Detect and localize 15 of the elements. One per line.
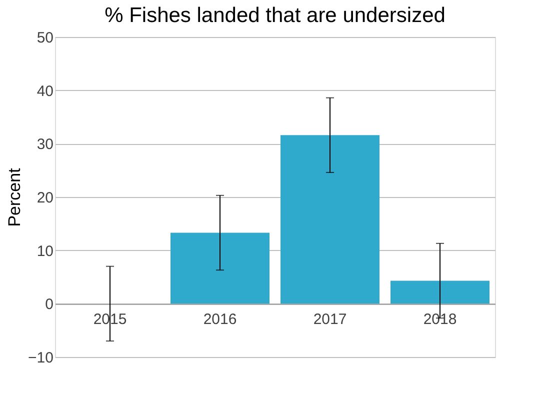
x-tick-label: 2017 [313,311,347,328]
x-tick-label: 2016 [203,311,237,328]
bar [390,280,490,304]
y-tick-label: 0 [45,296,54,314]
chart-title: % Fishes landed that are undersized [104,4,446,27]
y-tick-label: 50 [36,30,54,46]
y-tick-label: 20 [36,190,54,206]
y-axis-title: Percent [5,168,24,227]
bar [170,232,270,304]
y-tick-label: 40 [36,82,54,100]
y-tick-label: −10 [28,350,54,366]
x-tick-label: 2018 [423,311,457,328]
y-tick-label: 30 [36,136,54,154]
bar [280,135,380,304]
y-tick-label: 10 [36,242,54,260]
